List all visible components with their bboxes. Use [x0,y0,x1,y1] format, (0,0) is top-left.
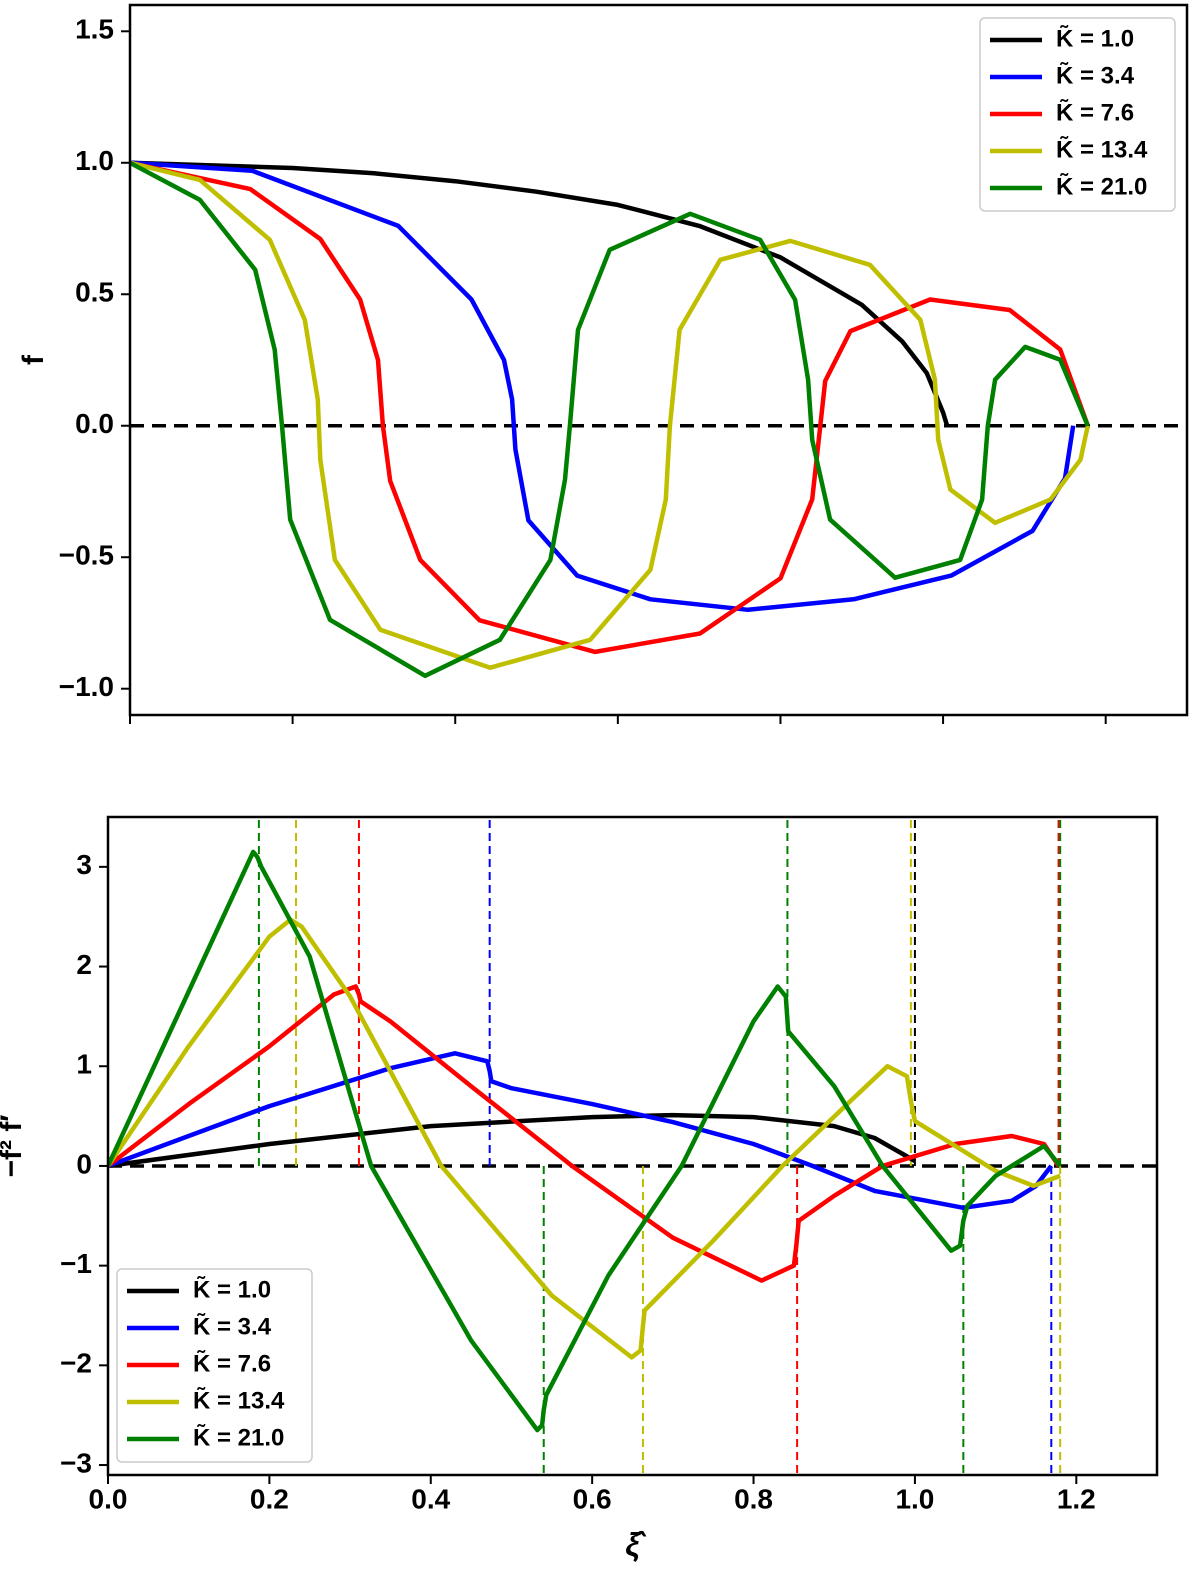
y-tick-label: −0.5 [59,540,114,571]
legend-label: K̃ = 7.6 [193,1350,271,1378]
x-axis-label: ξ̂ [625,1526,646,1562]
plot-area [108,817,1157,1475]
x-tick-label: 1.0 [895,1483,934,1514]
y-tick-label: 2 [76,949,92,980]
curve [108,1051,1054,1211]
x-tick-label: 0.4 [411,1483,450,1514]
legend-label: K̃ = 7.6 [1056,99,1134,127]
legend: K̃ = 1.0 K̃ = 3.4 K̃ = 7.6 K̃ = 13.4 K̃ = 21… [979,17,1176,212]
y-tick-label: 0 [76,1148,92,1179]
plot-area [130,160,1187,679]
x-tick-label: 0.2 [250,1483,289,1514]
curve [130,160,950,427]
legend-label: K̃ = 3.4 [193,1313,272,1341]
curve [108,917,1061,1360]
axes-frame [128,3,1189,717]
y-tick-label: 1.0 [75,145,114,176]
axes-frame [106,815,1159,1477]
curve [130,160,1090,655]
legend-label: K̃ = 13.4 [1056,136,1148,164]
legend-label: K̃ = 3.4 [1056,62,1135,90]
y-tick-label: −1 [60,1248,92,1279]
legend-label: K̃ = 21.0 [1056,173,1147,201]
y-tick-label: −2 [60,1348,92,1379]
x-tick-label: 1.2 [1057,1483,1096,1514]
curve [130,160,1090,670]
legend-box [116,1268,313,1463]
curve [108,984,1061,1283]
curve [108,1112,917,1169]
y-axis-label: f [17,354,50,365]
y-tick-label: 1 [76,1049,92,1080]
y-axis-label: −f² f′ [0,1114,28,1177]
legend-label: K̃ = 1.0 [193,1276,271,1304]
legend-label: K̃ = 1.0 [1056,25,1134,53]
legend-label: K̃ = 13.4 [193,1387,285,1415]
curve [108,849,1062,1433]
legend-label: K̃ = 21.0 [193,1424,284,1452]
curve [130,160,1090,679]
y-tick-label: 0.5 [75,277,114,308]
legend-box [979,17,1176,212]
x-tick-label: 0.6 [573,1483,612,1514]
y-tick-label: 0.0 [75,408,114,439]
x-tick-label: 0.8 [734,1483,773,1514]
y-tick-label: −1.0 [59,671,114,702]
y-tick-label: 3 [76,849,92,880]
y-tick-label: −3 [60,1447,92,1478]
x-tick-label: 0.0 [89,1483,128,1514]
legend: K̃ = 1.0 K̃ = 3.4 K̃ = 7.6 K̃ = 13.4 K̃ = 21… [116,1268,313,1463]
y-tick-label: 1.5 [75,14,114,45]
